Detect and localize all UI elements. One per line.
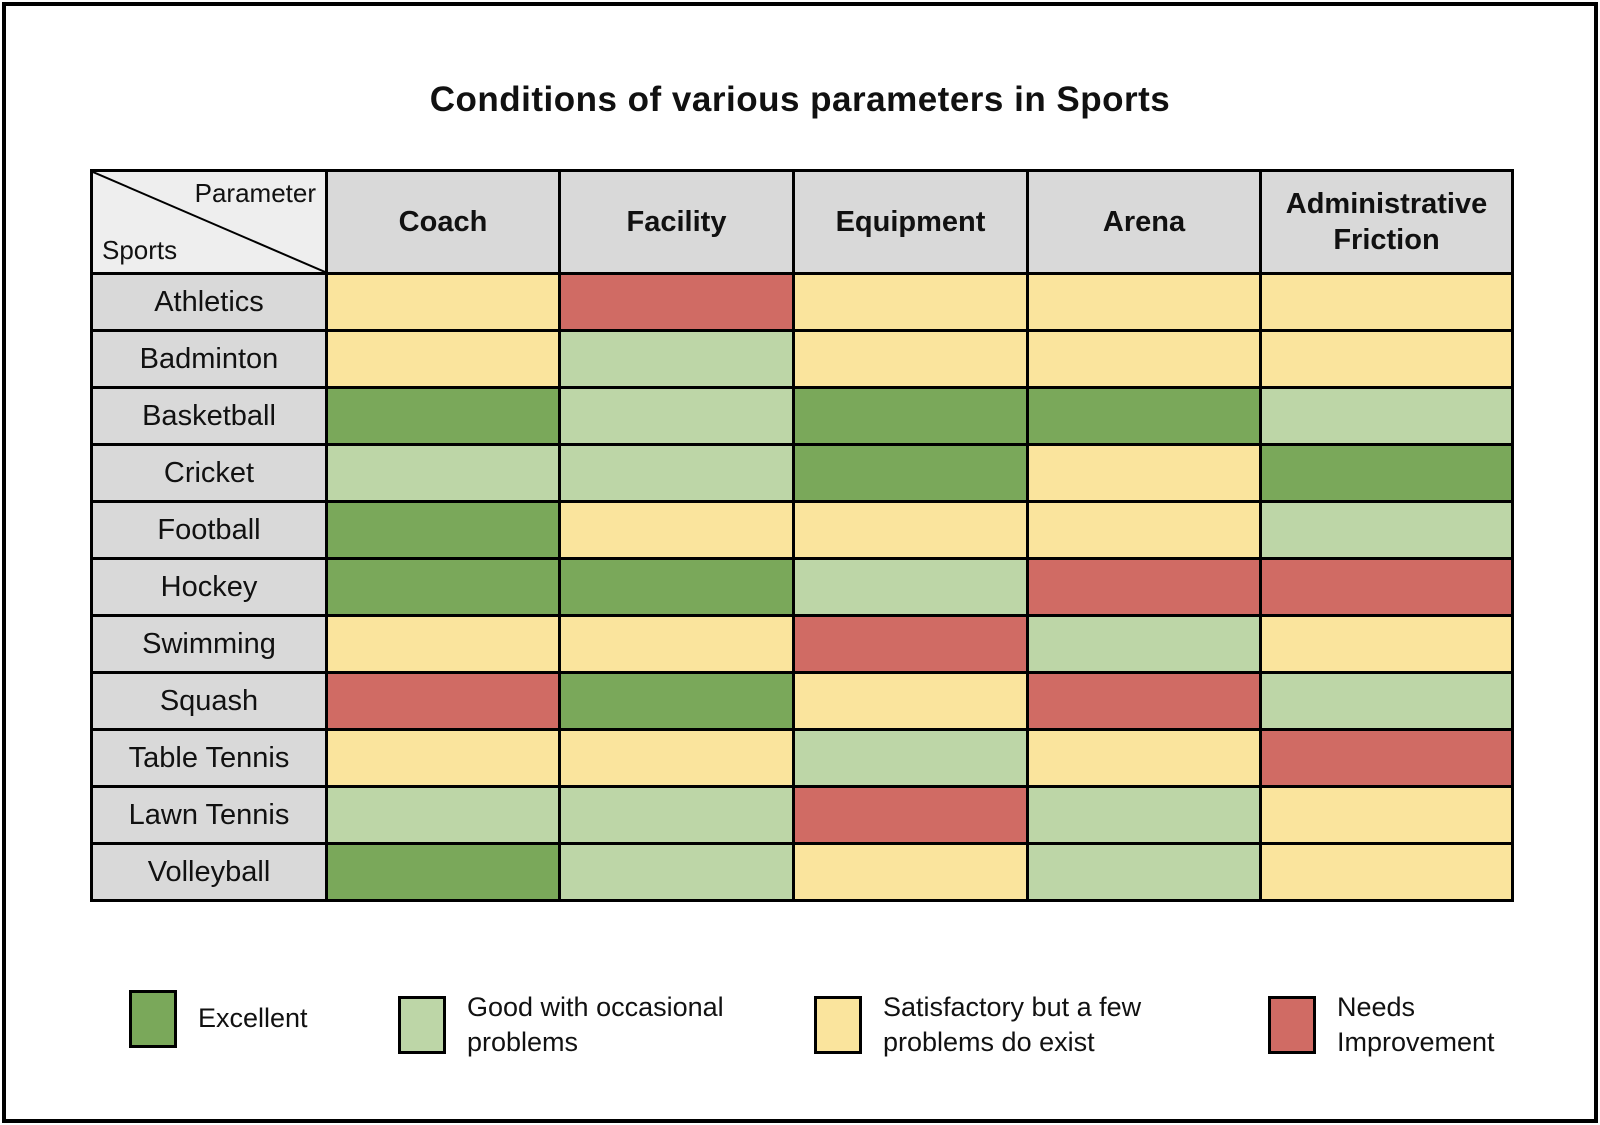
- heatmap-cell-table-tennis-facility: [561, 731, 792, 785]
- heatmap-cell-swimming-administrative-friction: [1262, 617, 1511, 671]
- legend: Excellent Good with occasional problems …: [6, 6, 1594, 1119]
- row-label-squash: Squash: [93, 674, 325, 728]
- column-header-equipment: Equipment: [795, 172, 1026, 272]
- heatmap-cell-basketball-arena: [1029, 389, 1259, 443]
- heatmap-cell-football-administrative-friction: [1262, 503, 1511, 557]
- row-label-badminton: Badminton: [93, 332, 325, 386]
- heatmap-cell-basketball-coach: [328, 389, 558, 443]
- heatmap-cell-badminton-coach: [328, 332, 558, 386]
- heatmap-cell-hockey-arena: [1029, 560, 1259, 614]
- heatmap-cell-football-coach: [328, 503, 558, 557]
- heatmap-cell-athletics-facility: [561, 275, 792, 329]
- heatmap-cell-athletics-coach: [328, 275, 558, 329]
- heatmap-cell-squash-administrative-friction: [1262, 674, 1511, 728]
- heatmap-cell-cricket-coach: [328, 446, 558, 500]
- heatmap-cell-swimming-coach: [328, 617, 558, 671]
- heatmap-cell-football-equipment: [795, 503, 1026, 557]
- heatmap-cell-basketball-equipment: [795, 389, 1026, 443]
- row-label-cricket: Cricket: [93, 446, 325, 500]
- legend-item-satisfactory: Satisfactory but a few problems do exist: [814, 990, 1141, 1060]
- corner-sports-label: Sports: [102, 235, 178, 265]
- heatmap-cell-hockey-administrative-friction: [1262, 560, 1511, 614]
- legend-swatch-good: [398, 996, 446, 1055]
- heatmap-cell-basketball-administrative-friction: [1262, 389, 1511, 443]
- heatmap-cell-football-facility: [561, 503, 792, 557]
- diagonal-line-icon: [93, 172, 325, 272]
- heatmap-cell-cricket-facility: [561, 446, 792, 500]
- heatmap-cell-badminton-arena: [1029, 332, 1259, 386]
- heatmap-cell-volleyball-facility: [561, 845, 792, 899]
- heatmap-cell-cricket-equipment: [795, 446, 1026, 500]
- heatmap-cell-athletics-equipment: [795, 275, 1026, 329]
- heatmap-cell-table-tennis-equipment: [795, 731, 1026, 785]
- heatmap-cell-squash-arena: [1029, 674, 1259, 728]
- heatmap-cell-badminton-equipment: [795, 332, 1026, 386]
- heatmap-cell-badminton-facility: [561, 332, 792, 386]
- row-label-football: Football: [93, 503, 325, 557]
- heatmap-cell-table-tennis-coach: [328, 731, 558, 785]
- heatmap-cell-lawn-tennis-equipment: [795, 788, 1026, 842]
- heatmap-cell-hockey-facility: [561, 560, 792, 614]
- column-header-coach: Coach: [328, 172, 558, 272]
- heatmap-cell-swimming-arena: [1029, 617, 1259, 671]
- column-header-administrative-friction: Administrative Friction: [1262, 172, 1511, 272]
- heatmap-cell-football-arena: [1029, 503, 1259, 557]
- legend-swatch-excellent: [129, 990, 177, 1048]
- heatmap-cell-squash-equipment: [795, 674, 1026, 728]
- row-label-lawn-tennis: Lawn Tennis: [93, 788, 325, 842]
- legend-item-good: Good with occasional problems: [398, 990, 724, 1060]
- heatmap-cell-badminton-administrative-friction: [1262, 332, 1511, 386]
- legend-item-needs-improvement: Needs Improvement: [1268, 990, 1495, 1060]
- heatmap-cell-lawn-tennis-arena: [1029, 788, 1259, 842]
- heatmap-cell-lawn-tennis-facility: [561, 788, 792, 842]
- heatmap-cell-cricket-administrative-friction: [1262, 446, 1511, 500]
- legend-label-needs-improvement: Needs Improvement: [1337, 992, 1495, 1058]
- legend-label-satisfactory: Satisfactory but a few problems do exist: [883, 992, 1142, 1058]
- heatmap-cell-volleyball-administrative-friction: [1262, 845, 1511, 899]
- heatmap-cell-swimming-equipment: [795, 617, 1026, 671]
- heatmap-cell-lawn-tennis-coach: [328, 788, 558, 842]
- heatmap-cell-squash-facility: [561, 674, 792, 728]
- heatmap-cell-cricket-arena: [1029, 446, 1259, 500]
- heatmap-cell-athletics-arena: [1029, 275, 1259, 329]
- row-label-volleyball: Volleyball: [93, 845, 325, 899]
- legend-label-excellent: Excellent: [198, 1003, 308, 1034]
- legend-item-excellent: Excellent: [129, 990, 308, 1048]
- heatmap-cell-athletics-administrative-friction: [1262, 275, 1511, 329]
- heatmap-cell-hockey-coach: [328, 560, 558, 614]
- legend-swatch-needs-improvement: [1268, 996, 1316, 1055]
- heatmap-cell-squash-coach: [328, 674, 558, 728]
- heatmap-cell-volleyball-equipment: [795, 845, 1026, 899]
- row-label-swimming: Swimming: [93, 617, 325, 671]
- heatmap-cell-lawn-tennis-administrative-friction: [1262, 788, 1511, 842]
- heatmap-cell-volleyball-arena: [1029, 845, 1259, 899]
- heatmap-cell-table-tennis-administrative-friction: [1262, 731, 1511, 785]
- legend-label-good: Good with occasional problems: [467, 992, 724, 1058]
- row-label-basketball: Basketball: [93, 389, 325, 443]
- page-title: Conditions of various parameters in Spor…: [429, 80, 1171, 119]
- row-label-table-tennis: Table Tennis: [93, 731, 325, 785]
- heatmap-cell-basketball-facility: [561, 389, 792, 443]
- heatmap-cell-volleyball-coach: [328, 845, 558, 899]
- conditions-table: Parameter Sports Coach Facility Equipmen…: [90, 169, 1514, 902]
- row-label-hockey: Hockey: [93, 560, 325, 614]
- row-label-athletics: Athletics: [93, 275, 325, 329]
- column-header-facility: Facility: [561, 172, 792, 272]
- corner-parameter-label: Parameter: [194, 178, 316, 208]
- heatmap-cell-swimming-facility: [561, 617, 792, 671]
- corner-cell: Parameter Sports: [93, 172, 325, 272]
- heatmap-cell-hockey-equipment: [795, 560, 1026, 614]
- heatmap-cell-table-tennis-arena: [1029, 731, 1259, 785]
- column-header-arena: Arena: [1029, 172, 1259, 272]
- legend-swatch-satisfactory: [814, 996, 862, 1055]
